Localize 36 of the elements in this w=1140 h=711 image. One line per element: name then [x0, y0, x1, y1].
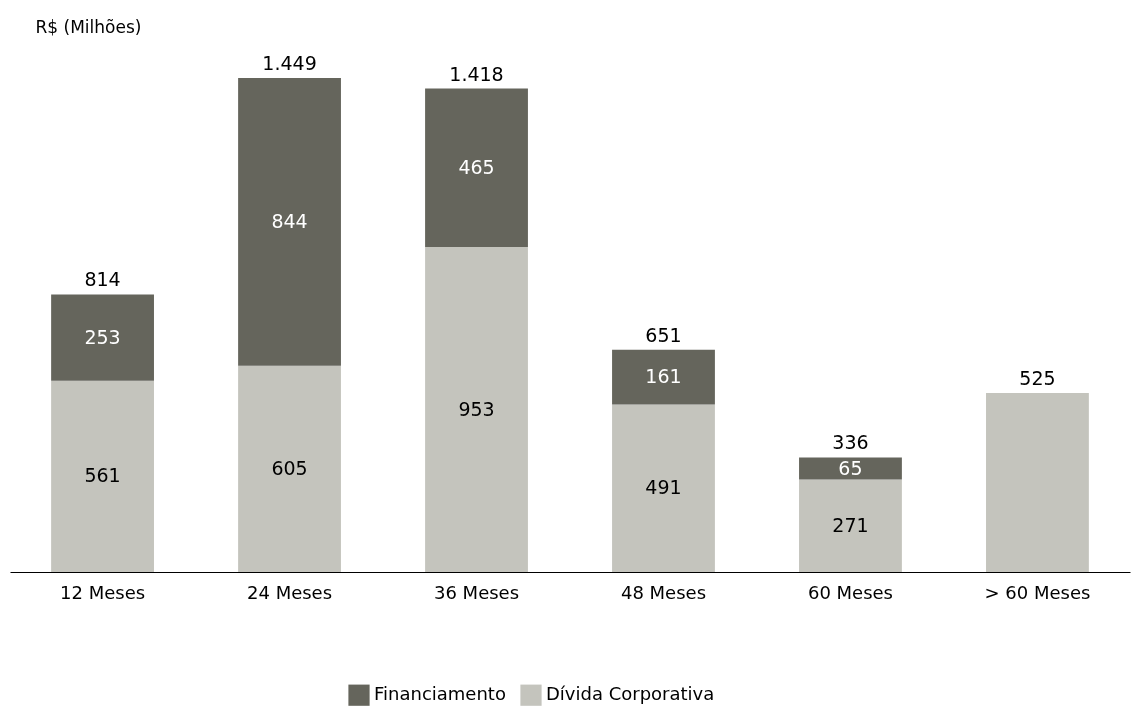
y-axis-title: R$ (Milhões) — [35, 16, 142, 37]
data-label: 465 — [458, 155, 495, 178]
data-label: 561 — [84, 464, 121, 487]
data-label: 605 — [271, 456, 308, 479]
data-label: 253 — [84, 325, 121, 348]
data-label: 491 — [645, 476, 682, 499]
bar — [799, 457, 902, 480]
x-tick-label: 48 Meses — [620, 581, 707, 603]
data-label: 161 — [645, 365, 682, 388]
x-tick-label: 12 Meses — [60, 581, 146, 603]
bar — [425, 247, 528, 572]
total-label: 1.449 — [262, 52, 317, 74]
x-tick-label: 24 Meses — [247, 581, 333, 603]
x-tick-label: 36 Meses — [433, 581, 520, 603]
bar — [238, 365, 341, 572]
legend-label: Dívida Corporativa — [546, 683, 715, 705]
bar — [799, 479, 902, 572]
bar — [612, 349, 715, 405]
bar — [986, 393, 1089, 572]
total-label: 1.418 — [449, 62, 504, 85]
x-tick-label: > 60 Meses — [984, 581, 1091, 603]
total-label: 814 — [84, 268, 121, 291]
x-tick-label: 60 Meses — [807, 581, 893, 603]
legend-label: Financiamento — [374, 683, 506, 705]
total-label: 525 — [1019, 367, 1056, 390]
bar — [612, 404, 715, 572]
bar — [425, 88, 528, 248]
data-label: 271 — [832, 513, 869, 536]
data-label: 953 — [458, 397, 495, 420]
bar — [238, 78, 341, 366]
bar — [51, 380, 154, 572]
total-label: 651 — [645, 323, 682, 346]
total-label: 336 — [832, 431, 869, 454]
data-label: 65 — [838, 456, 863, 479]
data-label: 844 — [271, 209, 308, 232]
bar — [51, 294, 154, 381]
